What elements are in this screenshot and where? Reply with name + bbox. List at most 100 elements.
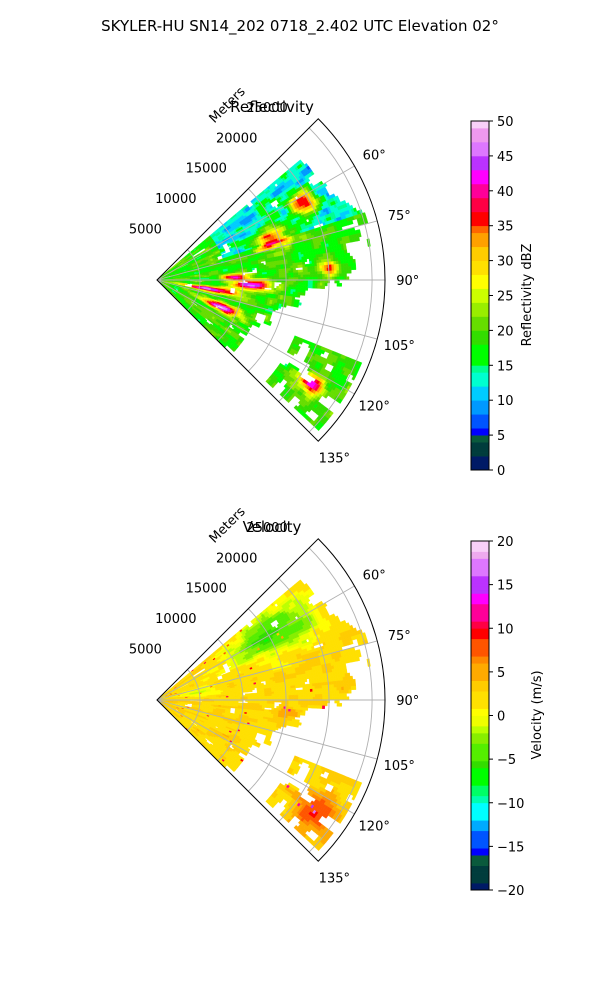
radar-gate <box>250 282 253 284</box>
radar-gate <box>310 272 313 275</box>
radar-gate <box>337 267 340 270</box>
radar-gate <box>335 277 337 280</box>
radar-gate <box>269 284 272 286</box>
radar-gate <box>332 271 335 274</box>
radar-gate <box>267 284 270 286</box>
radar-gate <box>293 268 296 271</box>
radar-gate <box>346 270 349 274</box>
reflectivity-polar-panel: 60°75°90°105°120°135°5000100001500020000… <box>129 84 419 466</box>
radar-gate <box>306 272 309 275</box>
radar-gate <box>313 275 316 278</box>
radar-gate <box>320 274 323 277</box>
radar-gate <box>337 274 340 277</box>
radar-gate <box>294 282 297 285</box>
radar-gate <box>315 272 318 275</box>
radar-gate <box>344 270 347 273</box>
radar-gate <box>315 266 318 269</box>
radar-gate <box>279 284 282 286</box>
figure-suptitle: SKYLER-HU SN14_202 0718_2.402 UTC Elevat… <box>101 17 499 36</box>
radar-gate <box>289 282 292 284</box>
radar-gate <box>322 283 325 286</box>
radar-gate <box>270 276 272 278</box>
radar-gate <box>276 269 279 271</box>
radar-gate <box>262 273 265 275</box>
radar-gate <box>267 282 269 284</box>
radar-gate <box>344 277 346 280</box>
radar-gate <box>288 268 291 271</box>
radar-gate <box>289 285 292 287</box>
radar-gate <box>332 268 335 271</box>
radar-gate <box>295 265 298 268</box>
radar-gate <box>347 253 350 257</box>
radar-gate <box>293 290 296 293</box>
radar-gate <box>267 272 270 274</box>
radar-gate <box>262 276 265 278</box>
radar-gate <box>343 243 346 247</box>
radar-gate <box>298 265 301 268</box>
radar-gate <box>231 277 234 278</box>
radar-gate <box>320 271 323 274</box>
radar-gate <box>303 293 306 296</box>
radar-gate <box>286 275 289 277</box>
radar-gate <box>298 275 300 278</box>
radar-gate <box>325 268 328 271</box>
radar-gate <box>342 270 345 273</box>
radar-gate <box>312 266 315 269</box>
radar-gate <box>339 277 341 280</box>
radar-gate <box>254 266 257 268</box>
radar-gate <box>277 276 280 278</box>
radar-gate <box>282 282 285 284</box>
radar-gate <box>296 270 299 273</box>
radar-gate <box>301 285 304 288</box>
radar-gate <box>265 276 267 278</box>
radar-gate <box>308 267 311 270</box>
radar-gate <box>286 266 289 269</box>
radar-gate <box>308 275 311 278</box>
radar-gate <box>267 274 270 276</box>
radar-gate <box>296 290 299 293</box>
radar-gate <box>291 268 294 271</box>
radar-gate <box>291 289 294 292</box>
radar-gate <box>236 281 238 282</box>
radar-gate <box>270 282 272 284</box>
radar-gate <box>332 274 335 277</box>
radar-gate <box>322 271 325 274</box>
radar-gate <box>300 293 303 296</box>
radar-gate <box>265 282 267 284</box>
radar-gate <box>298 285 301 288</box>
radar-gate <box>289 273 292 275</box>
radar-gate <box>307 264 310 267</box>
radar-gate <box>324 265 327 268</box>
radar-gate <box>277 286 280 288</box>
radar-gate <box>330 274 332 277</box>
radar-gate <box>274 276 276 278</box>
radar-gate <box>303 275 306 278</box>
radar-gate <box>274 274 277 276</box>
radar-gate <box>281 271 284 273</box>
radar-gate <box>308 269 311 272</box>
radar-gate <box>339 283 342 286</box>
radar-gate <box>257 273 260 275</box>
radar-gate <box>301 288 304 291</box>
radar-gate <box>281 273 284 275</box>
radar-gate <box>236 276 239 278</box>
radar-gate <box>353 263 356 267</box>
radar-gate <box>298 270 301 273</box>
radar-gate <box>334 267 337 270</box>
radar-gate <box>286 289 289 292</box>
radar-gate <box>349 266 352 270</box>
radar-gate <box>318 272 321 275</box>
radar-gate <box>288 289 291 292</box>
radar-gate <box>286 282 289 284</box>
radar-gate <box>245 271 248 273</box>
radar-gate <box>255 275 258 277</box>
radar-gate <box>291 282 294 285</box>
radar-gate <box>288 266 291 269</box>
radar-gate <box>337 277 339 280</box>
radar-gate <box>303 288 306 291</box>
radar-gate <box>315 274 318 277</box>
radar-gate <box>293 266 296 269</box>
radar-gate <box>358 233 361 237</box>
